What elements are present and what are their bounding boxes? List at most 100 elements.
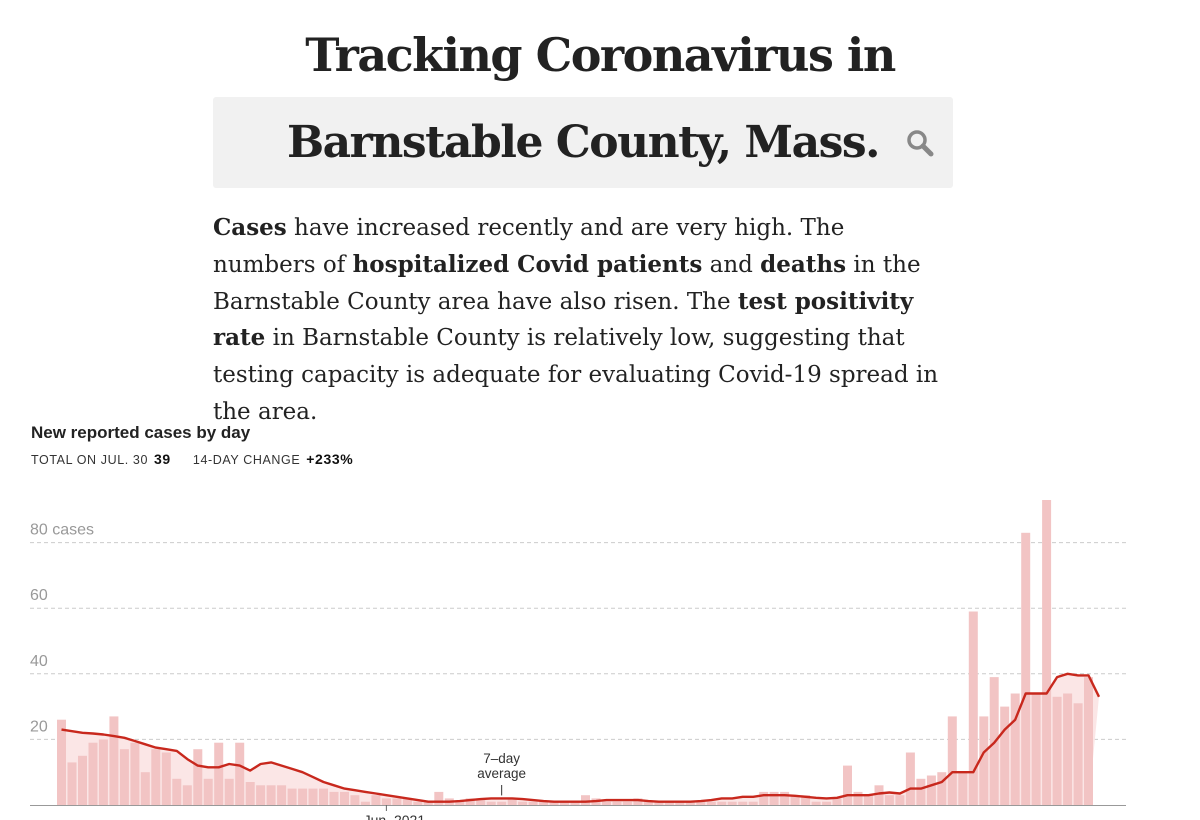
summary-deaths: deaths xyxy=(760,250,847,278)
summary-text-3: in the Barnstable County area have also … xyxy=(213,251,921,315)
bar xyxy=(539,801,549,805)
bar xyxy=(319,788,328,805)
bar xyxy=(843,765,852,805)
bar xyxy=(203,778,213,805)
bar xyxy=(434,791,444,805)
location-search-value[interactable]: Barnstable County, Mass. xyxy=(286,117,881,168)
bar xyxy=(916,778,926,805)
bar xyxy=(78,755,87,805)
annotation-label: average xyxy=(477,766,526,781)
bar xyxy=(979,716,989,805)
y-tick-label: 80 cases xyxy=(30,522,94,539)
annotation-label: 7–day xyxy=(483,751,520,766)
bar xyxy=(182,785,192,805)
bar xyxy=(371,795,381,805)
change-label: 14-day change xyxy=(192,453,301,467)
bar xyxy=(1031,693,1041,805)
bar xyxy=(518,801,528,805)
bar xyxy=(612,801,622,805)
bar xyxy=(172,778,182,805)
summary-test-positivity: test positivity rate xyxy=(213,287,914,352)
summary-hospitalized: hospitalized Covid patients xyxy=(352,250,703,278)
summary-text-4: in Barnstable County is relatively low, … xyxy=(213,325,939,425)
bar xyxy=(675,801,685,805)
bar xyxy=(874,785,884,805)
bar xyxy=(266,785,276,805)
bar xyxy=(528,801,538,805)
bar xyxy=(392,798,402,805)
bar xyxy=(277,785,287,805)
summary-cases: Cases xyxy=(213,214,287,241)
bar xyxy=(98,739,108,805)
bar xyxy=(769,791,779,805)
search-icon[interactable] xyxy=(906,129,934,157)
bar xyxy=(664,801,674,805)
bar xyxy=(790,795,800,805)
bar xyxy=(109,716,119,805)
bar xyxy=(926,775,936,805)
bar xyxy=(486,801,496,805)
bar xyxy=(497,801,507,805)
bar xyxy=(853,791,863,805)
bar xyxy=(654,801,664,805)
bar xyxy=(88,742,98,805)
bar xyxy=(884,795,894,805)
total-value: 39 xyxy=(154,451,171,467)
bar xyxy=(1021,532,1031,805)
bar xyxy=(748,801,758,805)
bar xyxy=(308,788,318,805)
bar xyxy=(130,742,140,805)
bar xyxy=(298,788,308,805)
bar xyxy=(570,801,580,805)
bar xyxy=(476,798,486,805)
bar xyxy=(1084,677,1093,805)
bar xyxy=(151,749,161,805)
bar xyxy=(256,785,266,805)
bar xyxy=(581,795,590,805)
bar xyxy=(214,742,224,805)
bar xyxy=(811,801,821,805)
total-label: Total on Jul. 30 xyxy=(31,453,149,467)
bar xyxy=(329,791,339,805)
bar xyxy=(57,719,66,805)
bar xyxy=(235,742,245,805)
bar xyxy=(780,791,790,805)
bar xyxy=(287,788,297,805)
bar xyxy=(549,801,559,805)
bar xyxy=(622,801,632,805)
bar xyxy=(507,798,517,805)
bar xyxy=(245,782,255,805)
bar xyxy=(1052,696,1062,805)
bar xyxy=(413,801,423,805)
bar xyxy=(1010,693,1020,805)
summary-text-1: have increased recently and are very hig… xyxy=(213,215,845,278)
bar xyxy=(381,798,391,805)
bar xyxy=(140,772,150,805)
bar xyxy=(119,749,129,805)
y-tick-label: 20 xyxy=(30,718,48,735)
bar xyxy=(937,772,947,805)
y-tick-label: 40 xyxy=(30,653,48,670)
bar xyxy=(455,801,465,805)
bar xyxy=(864,795,873,805)
bar xyxy=(402,798,412,805)
bar xyxy=(67,762,77,805)
location-search[interactable]: Barnstable County, Mass. xyxy=(213,97,953,188)
bar xyxy=(423,801,433,805)
bar xyxy=(947,716,957,805)
bar xyxy=(801,795,811,805)
bar xyxy=(1073,703,1083,805)
bar xyxy=(602,801,611,805)
bar xyxy=(717,801,727,805)
average-line xyxy=(61,672,1101,803)
bar xyxy=(1000,706,1010,805)
bar xyxy=(958,772,968,805)
bar xyxy=(706,801,716,805)
change-value: +233% xyxy=(306,451,354,467)
bar xyxy=(465,798,475,805)
bar xyxy=(350,795,360,805)
bar xyxy=(633,798,643,805)
bar xyxy=(727,801,737,805)
bar xyxy=(1042,500,1052,805)
